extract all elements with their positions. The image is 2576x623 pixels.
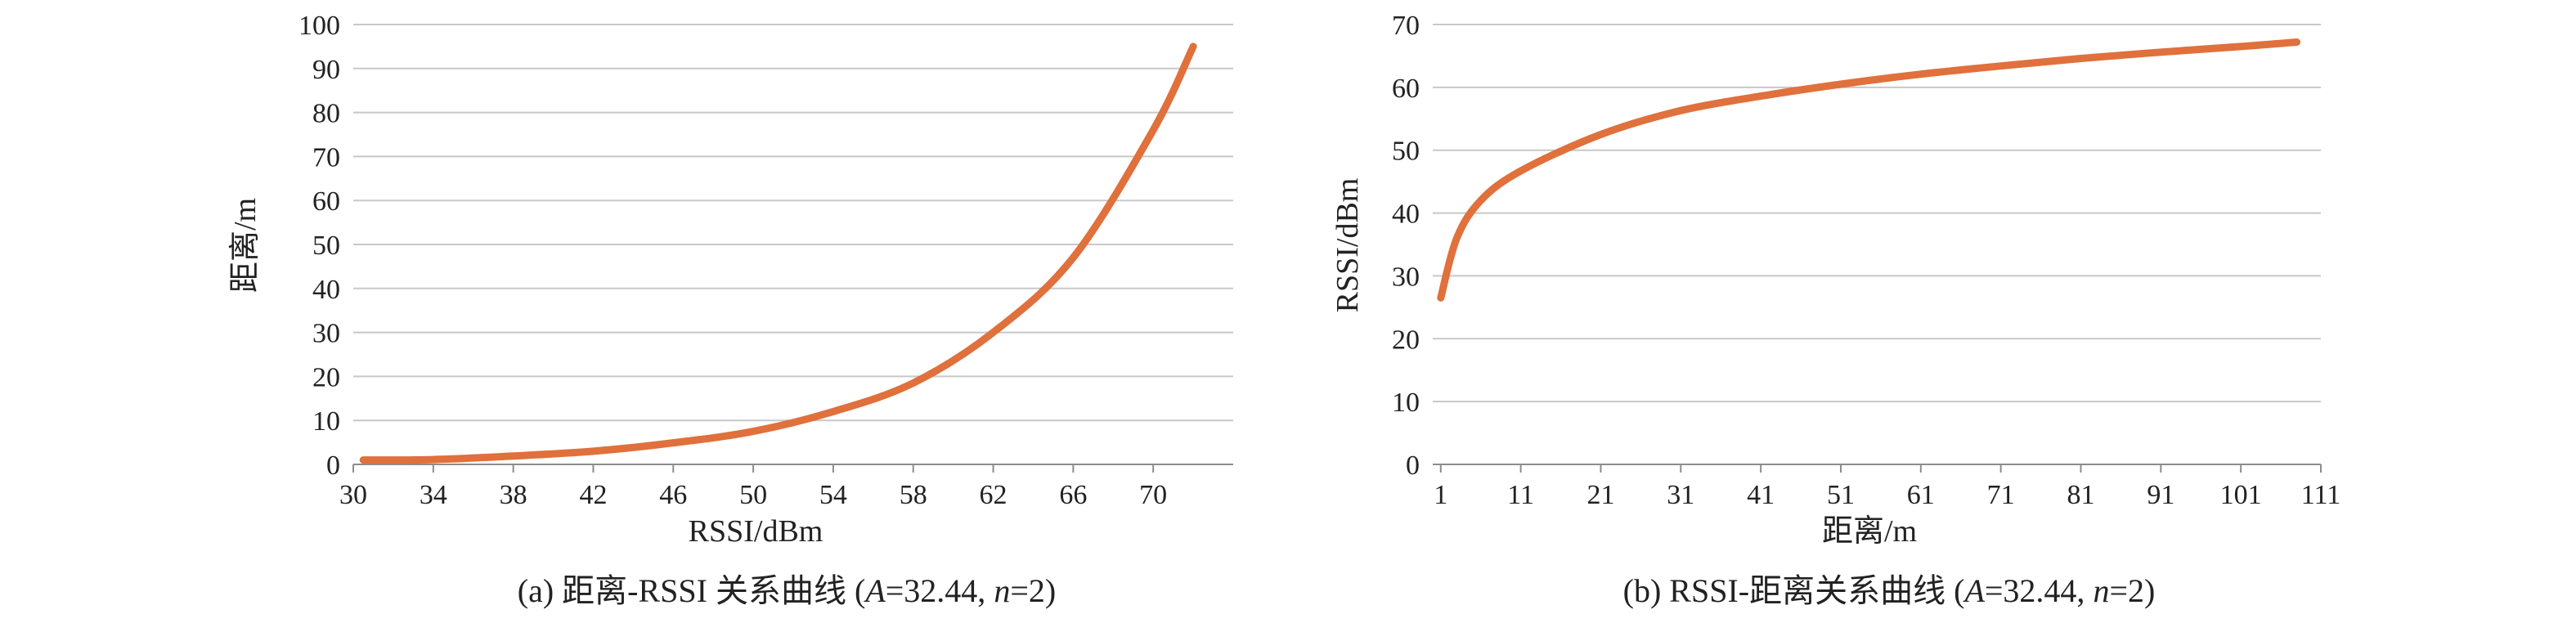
chart-a-y-axis-label: 距离/m	[228, 198, 263, 293]
chart-b-x-tick-label: 11	[1507, 480, 1534, 510]
chart-a-y-tick-label: 100	[298, 11, 340, 41]
chart-b-gridlines	[1433, 24, 2321, 403]
chart-b-x-tick-label: 1	[1434, 480, 1447, 510]
chart-a-x-tick-label: 34	[420, 480, 447, 510]
chart-a-x-tick-label: 66	[1059, 480, 1087, 510]
chart-a-y-tick-label: 70	[312, 142, 340, 173]
chart-a-x-tick-label: 58	[900, 480, 927, 510]
chart-b-x-tick-label: 101	[2220, 480, 2262, 510]
chart-a-caption-a-var: A	[863, 572, 886, 609]
chart-b-caption-n-var: n	[2093, 572, 2109, 609]
chart-b-series-line	[1437, 38, 2301, 302]
chart-a-caption-n-var: n	[994, 572, 1010, 609]
chart-a-x-tick-label: 70	[1139, 480, 1167, 510]
chart-a-x-tick-label: 30	[339, 480, 367, 510]
chart-b-y-tick-label: 20	[1392, 325, 1420, 355]
chart-a-x-axis-label: RSSI/dBm	[689, 514, 824, 549]
chart-a-y-tick-label: 60	[312, 186, 340, 217]
chart-b-caption-a-val: =32.44,	[1985, 572, 2094, 609]
chart-b-caption-n-val: =2)	[2109, 572, 2155, 609]
chart-a-x-tick-label: 50	[739, 480, 767, 510]
chart-b-y-tick-labels: 0 10 20 30 40 50 60 70	[1392, 11, 1420, 481]
chart-a-y-tick-label: 10	[312, 406, 340, 437]
chart-a-y-tick-label: 90	[312, 55, 340, 85]
chart-a-x-tick-label: 38	[500, 480, 527, 510]
chart-a-series-line	[359, 43, 1197, 464]
chart-b-x-tick-label: 21	[1586, 480, 1614, 510]
chart-a-caption-a-val: =32.44,	[886, 572, 994, 609]
chart-a-caption-n-val: =2)	[1010, 572, 1056, 609]
chart-b-x-tick-label: 61	[1907, 480, 1935, 510]
chart-a-y-tick-label: 80	[312, 99, 340, 129]
chart-b-y-tick-label: 50	[1392, 137, 1420, 167]
chart-a-x-tick-label: 62	[980, 480, 1008, 510]
chart-b-caption-prefix: (b) RSSI-距离关系曲线 (	[1623, 572, 1965, 609]
chart-b-x-tick-label: 41	[1747, 480, 1775, 510]
chart-a-y-tick-label: 50	[312, 231, 340, 261]
chart-b-y-tick-label: 60	[1392, 74, 1420, 104]
chart-b-caption-a-var: A	[1962, 572, 1985, 609]
chart-a-y-tick-label: 40	[312, 275, 340, 305]
chart-b-y-tick-label: 40	[1392, 199, 1420, 230]
chart-b-x-axis-label: 距离/m	[1822, 514, 1917, 549]
chart-b-x-tick-labels: 1 11 21 31 41 51 61 71 81 91 101 111	[1434, 464, 2340, 510]
chart-a-caption-prefix: (a) 距离-RSSI 关系曲线 (	[518, 572, 866, 609]
chart-a-caption: (a) 距离-RSSI 关系曲线 (A=32.44, n=2)	[518, 572, 1056, 609]
chart-b-x-tick-label: 71	[1987, 480, 2015, 510]
chart-a-x-tick-label: 46	[659, 480, 687, 510]
chart-a-gridlines	[353, 24, 1233, 422]
chart-b-x-tick-label: 91	[2147, 480, 2174, 510]
chart-a-y-tick-labels: 0 10 20 30 40 50 60 70 80 90 100	[298, 11, 340, 481]
chart-a-y-tick-label: 20	[312, 362, 340, 392]
chart-b-x-tick-label: 51	[1827, 480, 1855, 510]
chart-b-y-axis-label: RSSI/dBm	[1331, 178, 1365, 313]
chart-b-y-tick-label: 30	[1392, 262, 1420, 292]
chart-b-y-tick-label: 70	[1392, 11, 1420, 41]
chart-a-x-tick-labels: 30 34 38 42 46 50 54 58 62 66 70	[339, 464, 1167, 510]
chart-a-y-tick-label: 0	[326, 450, 340, 481]
chart-b-y-tick-label: 10	[1392, 388, 1420, 418]
chart-b-x-tick-label: 81	[2067, 480, 2094, 510]
chart-b-x-tick-label: 111	[2301, 480, 2340, 510]
chart-a-x-tick-label: 42	[579, 480, 607, 510]
chart-a: 0 10 20 30 40 50 60 70 80 90 100 30 34 38 42 46 50 54 58 6…	[228, 11, 1233, 609]
chart-a-y-tick-label: 30	[312, 319, 340, 349]
chart-a-x-tick-label: 54	[819, 480, 847, 510]
chart-b-caption: (b) RSSI-距离关系曲线 (A=32.44, n=2)	[1623, 572, 2156, 609]
chart-b-x-tick-label: 31	[1667, 480, 1694, 510]
chart-b-y-tick-label: 0	[1406, 450, 1420, 481]
